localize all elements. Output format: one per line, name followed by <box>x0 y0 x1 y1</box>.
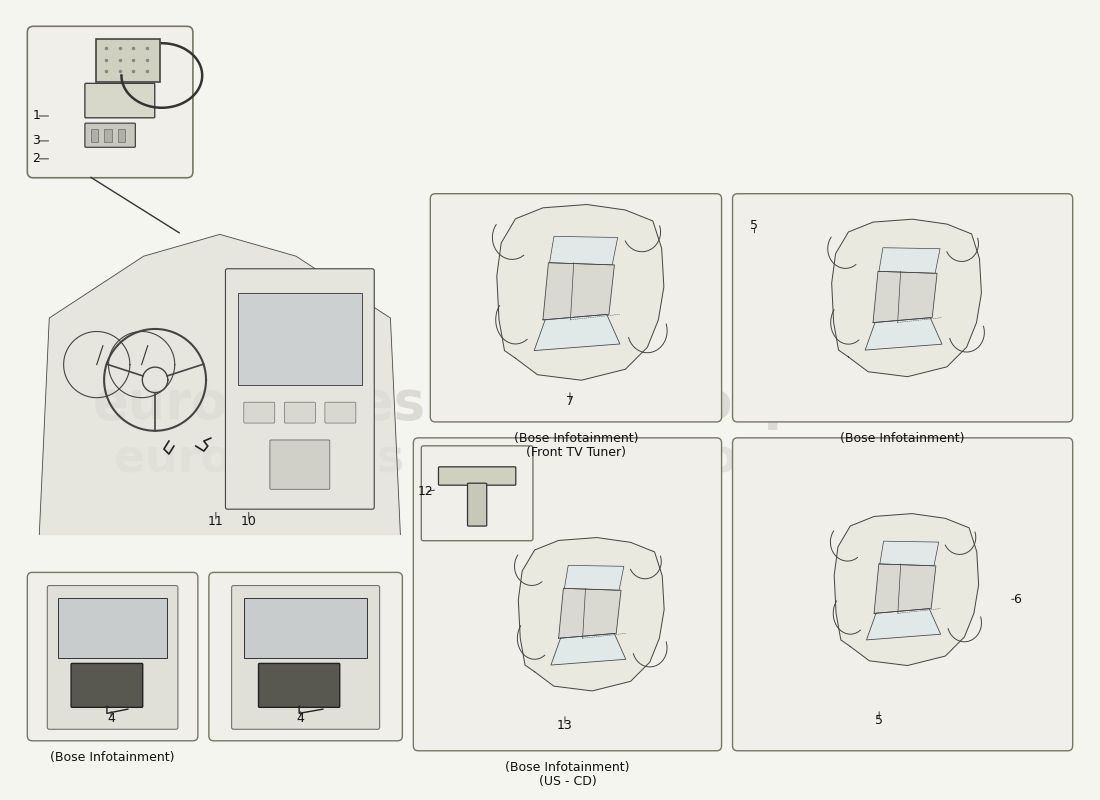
Text: eurospares: eurospares <box>619 438 909 482</box>
Text: 1: 1 <box>32 110 41 122</box>
FancyBboxPatch shape <box>244 402 275 423</box>
FancyBboxPatch shape <box>421 446 532 541</box>
FancyBboxPatch shape <box>244 598 367 658</box>
Text: (Bose Infotainment): (Bose Infotainment) <box>505 761 629 774</box>
Polygon shape <box>535 314 620 350</box>
FancyBboxPatch shape <box>226 269 374 509</box>
FancyBboxPatch shape <box>285 402 316 423</box>
Text: eurospares: eurospares <box>114 438 405 482</box>
FancyBboxPatch shape <box>270 440 330 490</box>
Polygon shape <box>880 541 938 566</box>
FancyBboxPatch shape <box>28 572 198 741</box>
Polygon shape <box>867 609 940 640</box>
Polygon shape <box>543 262 615 320</box>
Text: 5: 5 <box>750 219 759 232</box>
Text: (Bose Infotainment): (Bose Infotainment) <box>514 432 638 445</box>
FancyBboxPatch shape <box>468 483 486 526</box>
Text: 12: 12 <box>417 485 433 498</box>
Polygon shape <box>874 564 936 614</box>
Text: eurospares: eurospares <box>597 378 931 430</box>
FancyBboxPatch shape <box>733 194 1072 422</box>
FancyBboxPatch shape <box>118 129 125 142</box>
FancyBboxPatch shape <box>439 467 516 485</box>
FancyBboxPatch shape <box>430 194 722 422</box>
FancyBboxPatch shape <box>85 123 135 147</box>
FancyBboxPatch shape <box>90 129 98 142</box>
Text: (Front TV Tuner): (Front TV Tuner) <box>526 446 626 459</box>
Text: (US - CD): (US - CD) <box>539 774 596 788</box>
Text: 13: 13 <box>557 719 573 732</box>
Polygon shape <box>497 205 664 380</box>
Text: 4: 4 <box>297 712 305 726</box>
Polygon shape <box>40 234 400 534</box>
Text: (Bose Infotainment): (Bose Infotainment) <box>840 432 965 445</box>
FancyBboxPatch shape <box>58 598 167 658</box>
FancyBboxPatch shape <box>96 39 160 82</box>
Polygon shape <box>832 219 981 377</box>
FancyBboxPatch shape <box>258 663 340 707</box>
Text: 3: 3 <box>32 134 41 147</box>
FancyBboxPatch shape <box>209 572 403 741</box>
FancyBboxPatch shape <box>28 26 192 178</box>
Polygon shape <box>879 248 940 274</box>
Polygon shape <box>834 514 979 666</box>
Polygon shape <box>866 318 942 350</box>
FancyBboxPatch shape <box>238 294 362 386</box>
Text: (Bose Infotainment): (Bose Infotainment) <box>51 750 175 764</box>
Text: 4: 4 <box>107 712 116 726</box>
Text: 2: 2 <box>32 152 41 166</box>
Polygon shape <box>551 634 626 665</box>
FancyBboxPatch shape <box>324 402 356 423</box>
Polygon shape <box>564 566 624 590</box>
FancyBboxPatch shape <box>733 438 1072 750</box>
FancyBboxPatch shape <box>232 586 380 730</box>
Text: 7: 7 <box>565 395 574 409</box>
FancyBboxPatch shape <box>104 129 111 142</box>
Text: 6: 6 <box>1013 593 1021 606</box>
Polygon shape <box>873 271 937 322</box>
FancyBboxPatch shape <box>85 83 155 118</box>
Polygon shape <box>518 538 664 691</box>
Text: 11: 11 <box>208 515 223 528</box>
Text: 5: 5 <box>876 714 883 727</box>
FancyBboxPatch shape <box>414 438 722 750</box>
Polygon shape <box>559 588 621 638</box>
FancyBboxPatch shape <box>72 663 143 707</box>
Text: 10: 10 <box>241 515 256 528</box>
Polygon shape <box>550 236 618 265</box>
FancyBboxPatch shape <box>47 586 178 730</box>
Text: eurospares: eurospares <box>92 378 426 430</box>
